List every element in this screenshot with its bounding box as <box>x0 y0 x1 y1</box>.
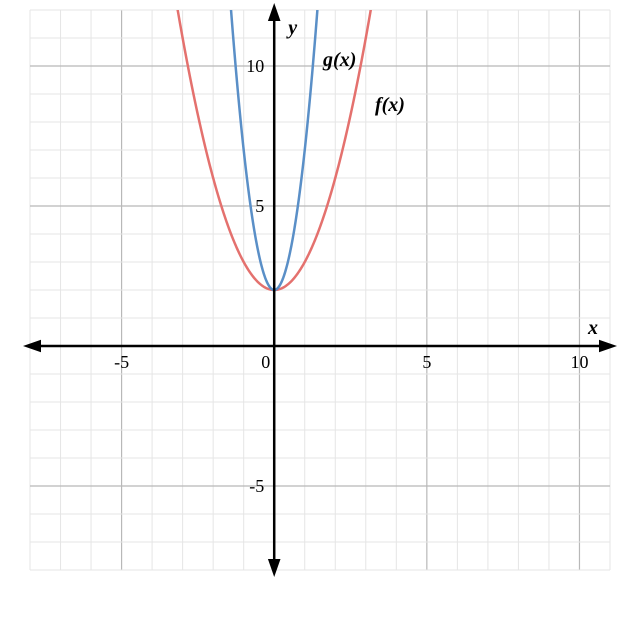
series-label-f(x): f(x) <box>375 94 405 116</box>
x-tick-label: -5 <box>114 352 129 372</box>
series-label-g(x): g(x) <box>322 49 356 71</box>
x-tick-label: 0 <box>261 352 270 372</box>
x-tick-label: 10 <box>570 352 588 372</box>
x-tick-label: 5 <box>422 352 431 372</box>
y-tick-label: 10 <box>246 56 264 76</box>
y-axis-label: y <box>286 17 297 39</box>
chart-container: -5 0 5 10 -5 5 10 x y f(x) g(x) <box>0 0 624 624</box>
y-tick-label: -5 <box>249 476 264 496</box>
chart-svg: -5 0 5 10 -5 5 10 x y f(x) g(x) <box>0 0 624 624</box>
x-axis-label: x <box>587 317 598 339</box>
y-tick-label: 5 <box>255 196 264 216</box>
